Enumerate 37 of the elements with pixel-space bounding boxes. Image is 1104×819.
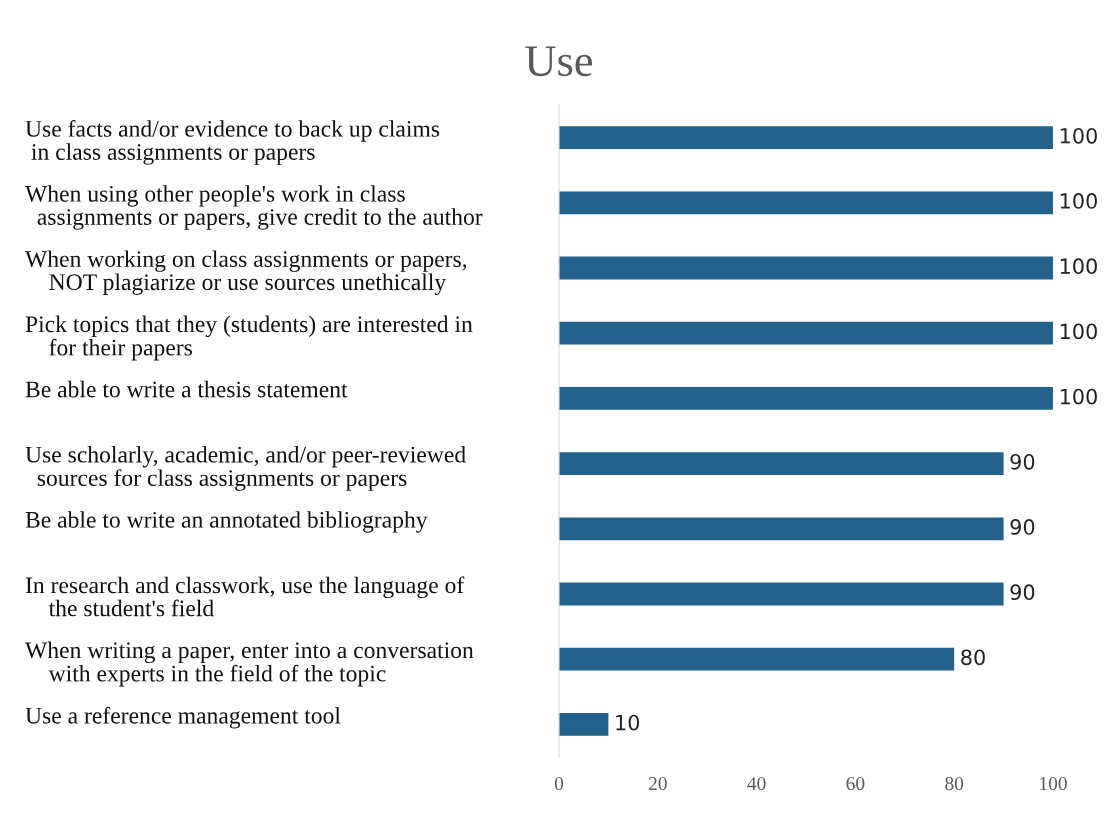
data-label: 100 [1060, 323, 1097, 340]
data-label: 100 [1060, 127, 1097, 144]
data-label: 100 [1060, 388, 1097, 405]
y-tick-label: Pick topics that they (students) are interested in for their papers [25, 315, 473, 361]
y-tick-label: When working on class assignments or papers, NOT plagiarize or use sources unethically [25, 250, 467, 295]
chart-title: Use [525, 46, 593, 77]
data-label: 10 [616, 714, 640, 731]
data-label: 90 [1010, 584, 1035, 601]
bar [559, 386, 1053, 410]
data-label: 100 [1060, 258, 1097, 275]
y-tick-label: When writing a paper, enter into a conversation with experts in the field of the topic [25, 641, 474, 687]
y-tick-label: In research and classwork, use the language of the student's field [25, 576, 465, 617]
y-tick-label: Be able to write a thesis statement [25, 380, 348, 398]
y-tick-label: Use facts and/or evidence to back up claims in class assignments or papers [25, 120, 440, 165]
y-tick-label: When using other people's work in class assignments or papers, give credit to the author [25, 185, 483, 230]
data-label: 90 [1010, 519, 1035, 535]
data-label: 100 [1060, 193, 1097, 209]
y-tick-label: Use scholarly, academic, and/or peer-reviewed sources for class assignments or papers [25, 446, 466, 491]
x-tick-label: 100 [1040, 777, 1067, 791]
x-tick-label: 40 [747, 777, 766, 791]
bar [559, 647, 955, 671]
bar [559, 191, 1053, 215]
bar [559, 712, 609, 736]
x-tick-label: 0 [554, 777, 564, 791]
x-tick-label: 60 [846, 777, 865, 791]
data-label: 90 [1010, 453, 1035, 470]
y-tick-label: Use a reference management tool [25, 706, 341, 729]
y-tick-label: Be able to write an annotated bibliography [25, 511, 428, 533]
bar [559, 517, 1004, 541]
bar [559, 452, 1004, 476]
data-label: 80 [961, 649, 985, 666]
bar [559, 126, 1053, 150]
x-tick-label: 20 [648, 777, 667, 791]
x-tick-label: 80 [945, 777, 964, 791]
bar [559, 321, 1053, 345]
bar [559, 582, 1004, 606]
bar [559, 256, 1053, 280]
